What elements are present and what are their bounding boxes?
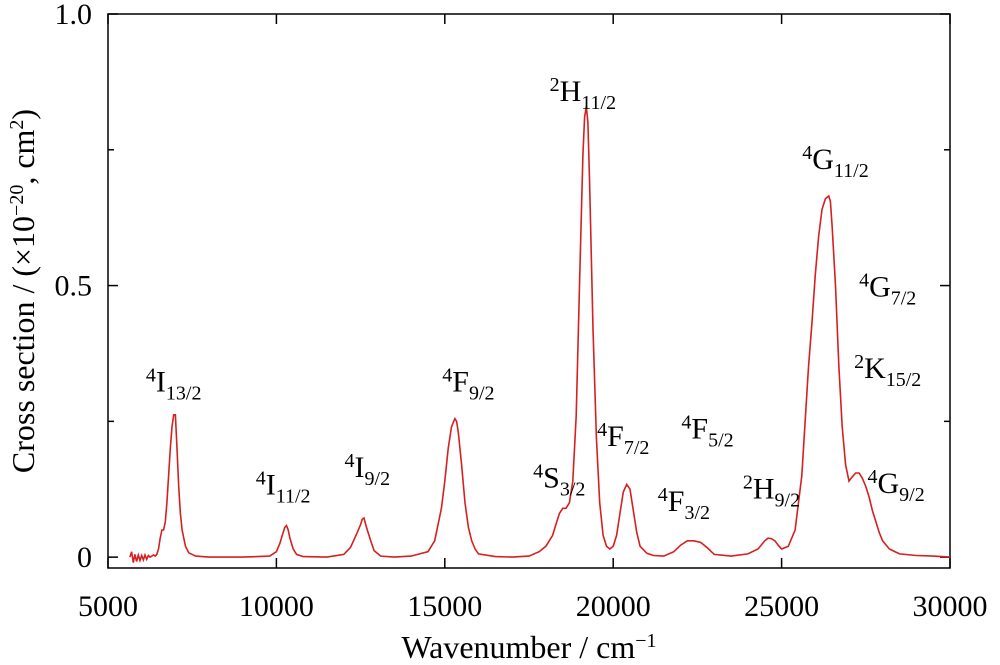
transition-label: 4F3/2 xyxy=(658,484,710,524)
plot-frame xyxy=(107,13,951,569)
axis-ticks xyxy=(107,13,951,568)
y-tick-label: 0.5 xyxy=(55,270,93,303)
axis-tick-labels: 5000 10000 15000 20000 25000 30000 0 0.5 1.0 xyxy=(55,0,988,623)
transition-label: 2H11/2 xyxy=(550,74,617,114)
transition-label: 4I13/2 xyxy=(146,364,202,404)
transition-label: 4I9/2 xyxy=(345,450,391,490)
x-tick-label: 15000 xyxy=(407,590,482,623)
transition-label: 4G9/2 xyxy=(867,466,924,506)
y-axis-title: Cross section / (×10−20, cm2) xyxy=(5,109,41,473)
transition-labels: 4I13/2 4I11/2 4I9/2 4F9/2 4S3/2 4F7/2 4F5/2 4F3… xyxy=(146,74,925,524)
transition-label: 4I11/2 xyxy=(256,468,311,508)
transition-label: 4S3/2 xyxy=(533,461,585,501)
transition-label: 4F7/2 xyxy=(597,419,649,459)
y-tick-label: 1.0 xyxy=(55,0,93,31)
x-tick-label: 30000 xyxy=(913,590,988,623)
x-tick-label: 5000 xyxy=(78,590,138,623)
transition-label: 4F5/2 xyxy=(681,412,733,452)
x-axis-title: Wavenumber / cm−1 xyxy=(401,629,656,665)
x-tick-label: 25000 xyxy=(744,590,819,623)
transition-label: 2H9/2 xyxy=(743,471,800,511)
x-tick-label: 20000 xyxy=(576,590,651,623)
x-tick-label: 10000 xyxy=(239,590,314,623)
transition-label: 4F9/2 xyxy=(442,364,494,404)
series-line xyxy=(129,106,951,563)
transition-label: 4G7/2 xyxy=(859,269,916,309)
y-tick-label: 0 xyxy=(77,541,92,574)
transition-label: 4G11/2 xyxy=(802,142,869,182)
transition-label: 2K15/2 xyxy=(854,351,921,391)
